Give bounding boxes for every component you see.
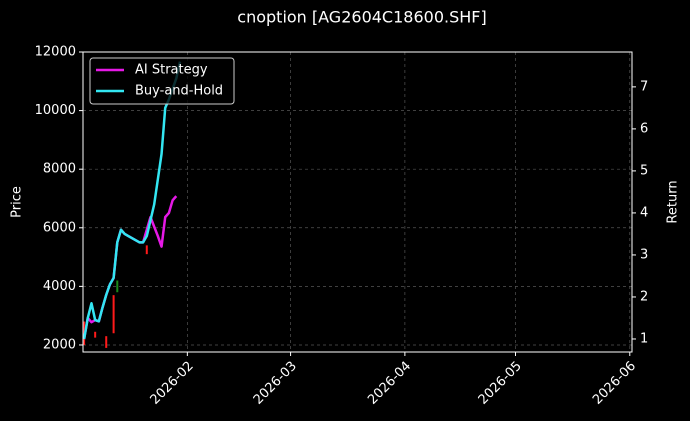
y2-tick-label: 2 <box>640 289 648 304</box>
y2-tick-label: 4 <box>640 205 648 220</box>
y-tick-label: 2000 <box>43 337 76 352</box>
candle <box>116 280 119 293</box>
y2-tick-label: 5 <box>640 163 648 178</box>
legend-label: Buy-and-Hold <box>135 84 223 99</box>
chart-title: cnoption [AG2604C18600.SHF] <box>237 8 486 27</box>
y-tick-label: 4000 <box>43 279 76 294</box>
candle <box>145 245 148 255</box>
legend: AI Strategy Buy-and-Hold <box>89 57 235 105</box>
candle <box>94 331 97 338</box>
y-tick-label: 6000 <box>43 220 76 235</box>
y2-tick-label: 3 <box>640 247 648 262</box>
candle <box>112 295 115 334</box>
y-axis-label: Price <box>10 186 25 218</box>
y2-tick-label: 1 <box>640 331 648 346</box>
line-series <box>82 61 182 340</box>
legend-box <box>89 57 235 105</box>
candle <box>105 336 108 348</box>
y2-tick-label: 7 <box>640 79 648 94</box>
y-tick-label: 12000 <box>35 45 76 60</box>
y-tick-label: 8000 <box>43 162 76 177</box>
y-tick-label: 10000 <box>35 103 76 118</box>
y2-axis-label: Return <box>666 180 681 223</box>
plot-frame <box>82 51 633 353</box>
y2-tick-label: 6 <box>640 121 648 136</box>
legend-label: AI Strategy <box>135 63 208 78</box>
